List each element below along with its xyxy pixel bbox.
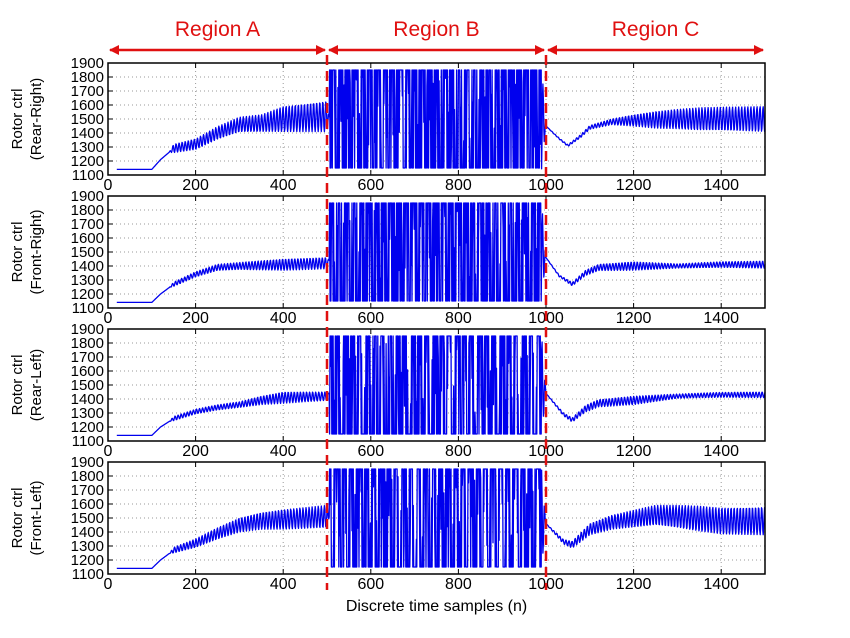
y-tick-label: 1600	[71, 496, 104, 513]
y-tick-label: 1200	[71, 286, 104, 303]
y-tick-label: 1500	[71, 377, 104, 394]
x-tick-label: 200	[182, 443, 209, 460]
y-axis-label: (Rear-Left)	[28, 349, 45, 422]
subplot-1: 0200400600800100012001400110012001300140…	[9, 55, 766, 194]
y-axis-label: (Front-Right)	[28, 209, 45, 294]
series-line	[116, 335, 766, 437]
x-tick-label: 600	[357, 443, 384, 460]
x-tick-label: 0	[104, 576, 113, 593]
x-tick-label: 1400	[703, 177, 739, 194]
y-tick-label: 1200	[71, 552, 104, 569]
x-tick-label: 0	[104, 177, 113, 194]
region-header: Region A Region B Region C	[175, 18, 699, 41]
subplot-stack: 0200400600800100012001400110012001300140…	[9, 55, 766, 593]
y-tick-label: 1600	[71, 230, 104, 247]
x-tick-label: 400	[270, 443, 297, 460]
y-tick-label: 1800	[71, 335, 104, 352]
y-tick-label: 1100	[72, 167, 104, 184]
y-tick-label: 1600	[71, 363, 104, 380]
x-tick-label: 800	[445, 177, 472, 194]
y-tick-label: 1400	[71, 125, 104, 142]
y-tick-label: 1300	[71, 538, 104, 555]
x-tick-label: 1400	[703, 443, 739, 460]
y-tick-label: 1700	[71, 216, 104, 233]
y-tick-label: 1700	[71, 349, 104, 366]
y-tick-label: 1500	[71, 510, 104, 527]
x-tick-label: 400	[270, 310, 297, 327]
y-tick-label: 1400	[71, 391, 104, 408]
y-axis-label: Rotor ctrl	[9, 222, 26, 283]
y-tick-label: 1500	[71, 244, 104, 261]
x-tick-label: 200	[182, 177, 209, 194]
series-line	[116, 202, 766, 304]
x-axis-label: Discrete time samples (n)	[346, 598, 527, 615]
y-tick-label: 1900	[71, 188, 104, 205]
x-tick-label: 1200	[616, 576, 652, 593]
y-tick-label: 1200	[71, 153, 104, 170]
x-tick-label: 1200	[616, 177, 652, 194]
subplot-3: 0 200 400 600 800 1000 1200 1400110012001300140…	[9, 321, 766, 460]
y-tick-label: 1900	[71, 55, 104, 72]
x-tick-label: 600	[357, 177, 384, 194]
x-tick-label: 600	[357, 310, 384, 327]
y-axis-label: (Front-Left)	[28, 480, 45, 555]
x-tick-label: 400	[270, 177, 297, 194]
x-tick-label: 800	[445, 310, 472, 327]
x-tick-label: 800	[445, 443, 472, 460]
y-tick-label: 1900	[71, 454, 104, 471]
y-tick-label: 1700	[71, 482, 104, 499]
x-tick-label: 1200	[616, 310, 652, 327]
y-tick-label: 1700	[71, 83, 104, 100]
x-tick-label: 200	[182, 576, 209, 593]
y-axis-label: Rotor ctrl	[9, 89, 26, 150]
x-tick-label: 800	[445, 576, 472, 593]
region-c-label: Region C	[612, 18, 700, 41]
region-a-label: Region A	[175, 18, 260, 41]
y-tick-label: 1100	[72, 433, 104, 450]
series-line	[116, 468, 766, 570]
y-tick-label: 1400	[71, 524, 104, 541]
y-tick-label: 1500	[71, 111, 104, 128]
x-tick-label: 1400	[703, 310, 739, 327]
x-tick-label: 200	[182, 310, 209, 327]
y-axis-label: (Rear-Right)	[28, 78, 45, 161]
y-tick-label: 1400	[71, 258, 104, 275]
y-tick-label: 1100	[72, 566, 104, 583]
y-tick-label: 1300	[71, 405, 104, 422]
y-tick-label: 1300	[71, 139, 104, 156]
x-tick-label: 0	[104, 310, 113, 327]
region-b-label: Region B	[393, 18, 479, 41]
x-tick-label: 0	[104, 443, 113, 460]
region-boundaries	[109, 45, 764, 590]
y-tick-label: 1600	[71, 97, 104, 114]
y-tick-label: 1100	[72, 300, 104, 317]
y-tick-label: 1900	[71, 321, 104, 338]
y-tick-label: 1800	[71, 69, 104, 86]
y-tick-label: 1800	[71, 468, 104, 485]
x-tick-label: 1000	[528, 443, 564, 460]
y-tick-label: 1800	[71, 202, 104, 219]
y-tick-label: 1300	[71, 272, 104, 289]
x-tick-label: 1200	[616, 443, 652, 460]
y-axis-label: Rotor ctrl	[9, 488, 26, 549]
series-line	[116, 69, 766, 171]
x-tick-label: 600	[357, 576, 384, 593]
x-tick-label: 1400	[703, 576, 739, 593]
subplot-2: 0200400600800100012001400110012001300140…	[9, 188, 766, 327]
y-axis-label: Rotor ctrl	[9, 355, 26, 416]
x-tick-label: 400	[270, 576, 297, 593]
subplot-4: 0200400600800100012001400110012001300140…	[9, 454, 766, 593]
y-tick-label: 1200	[71, 419, 104, 436]
